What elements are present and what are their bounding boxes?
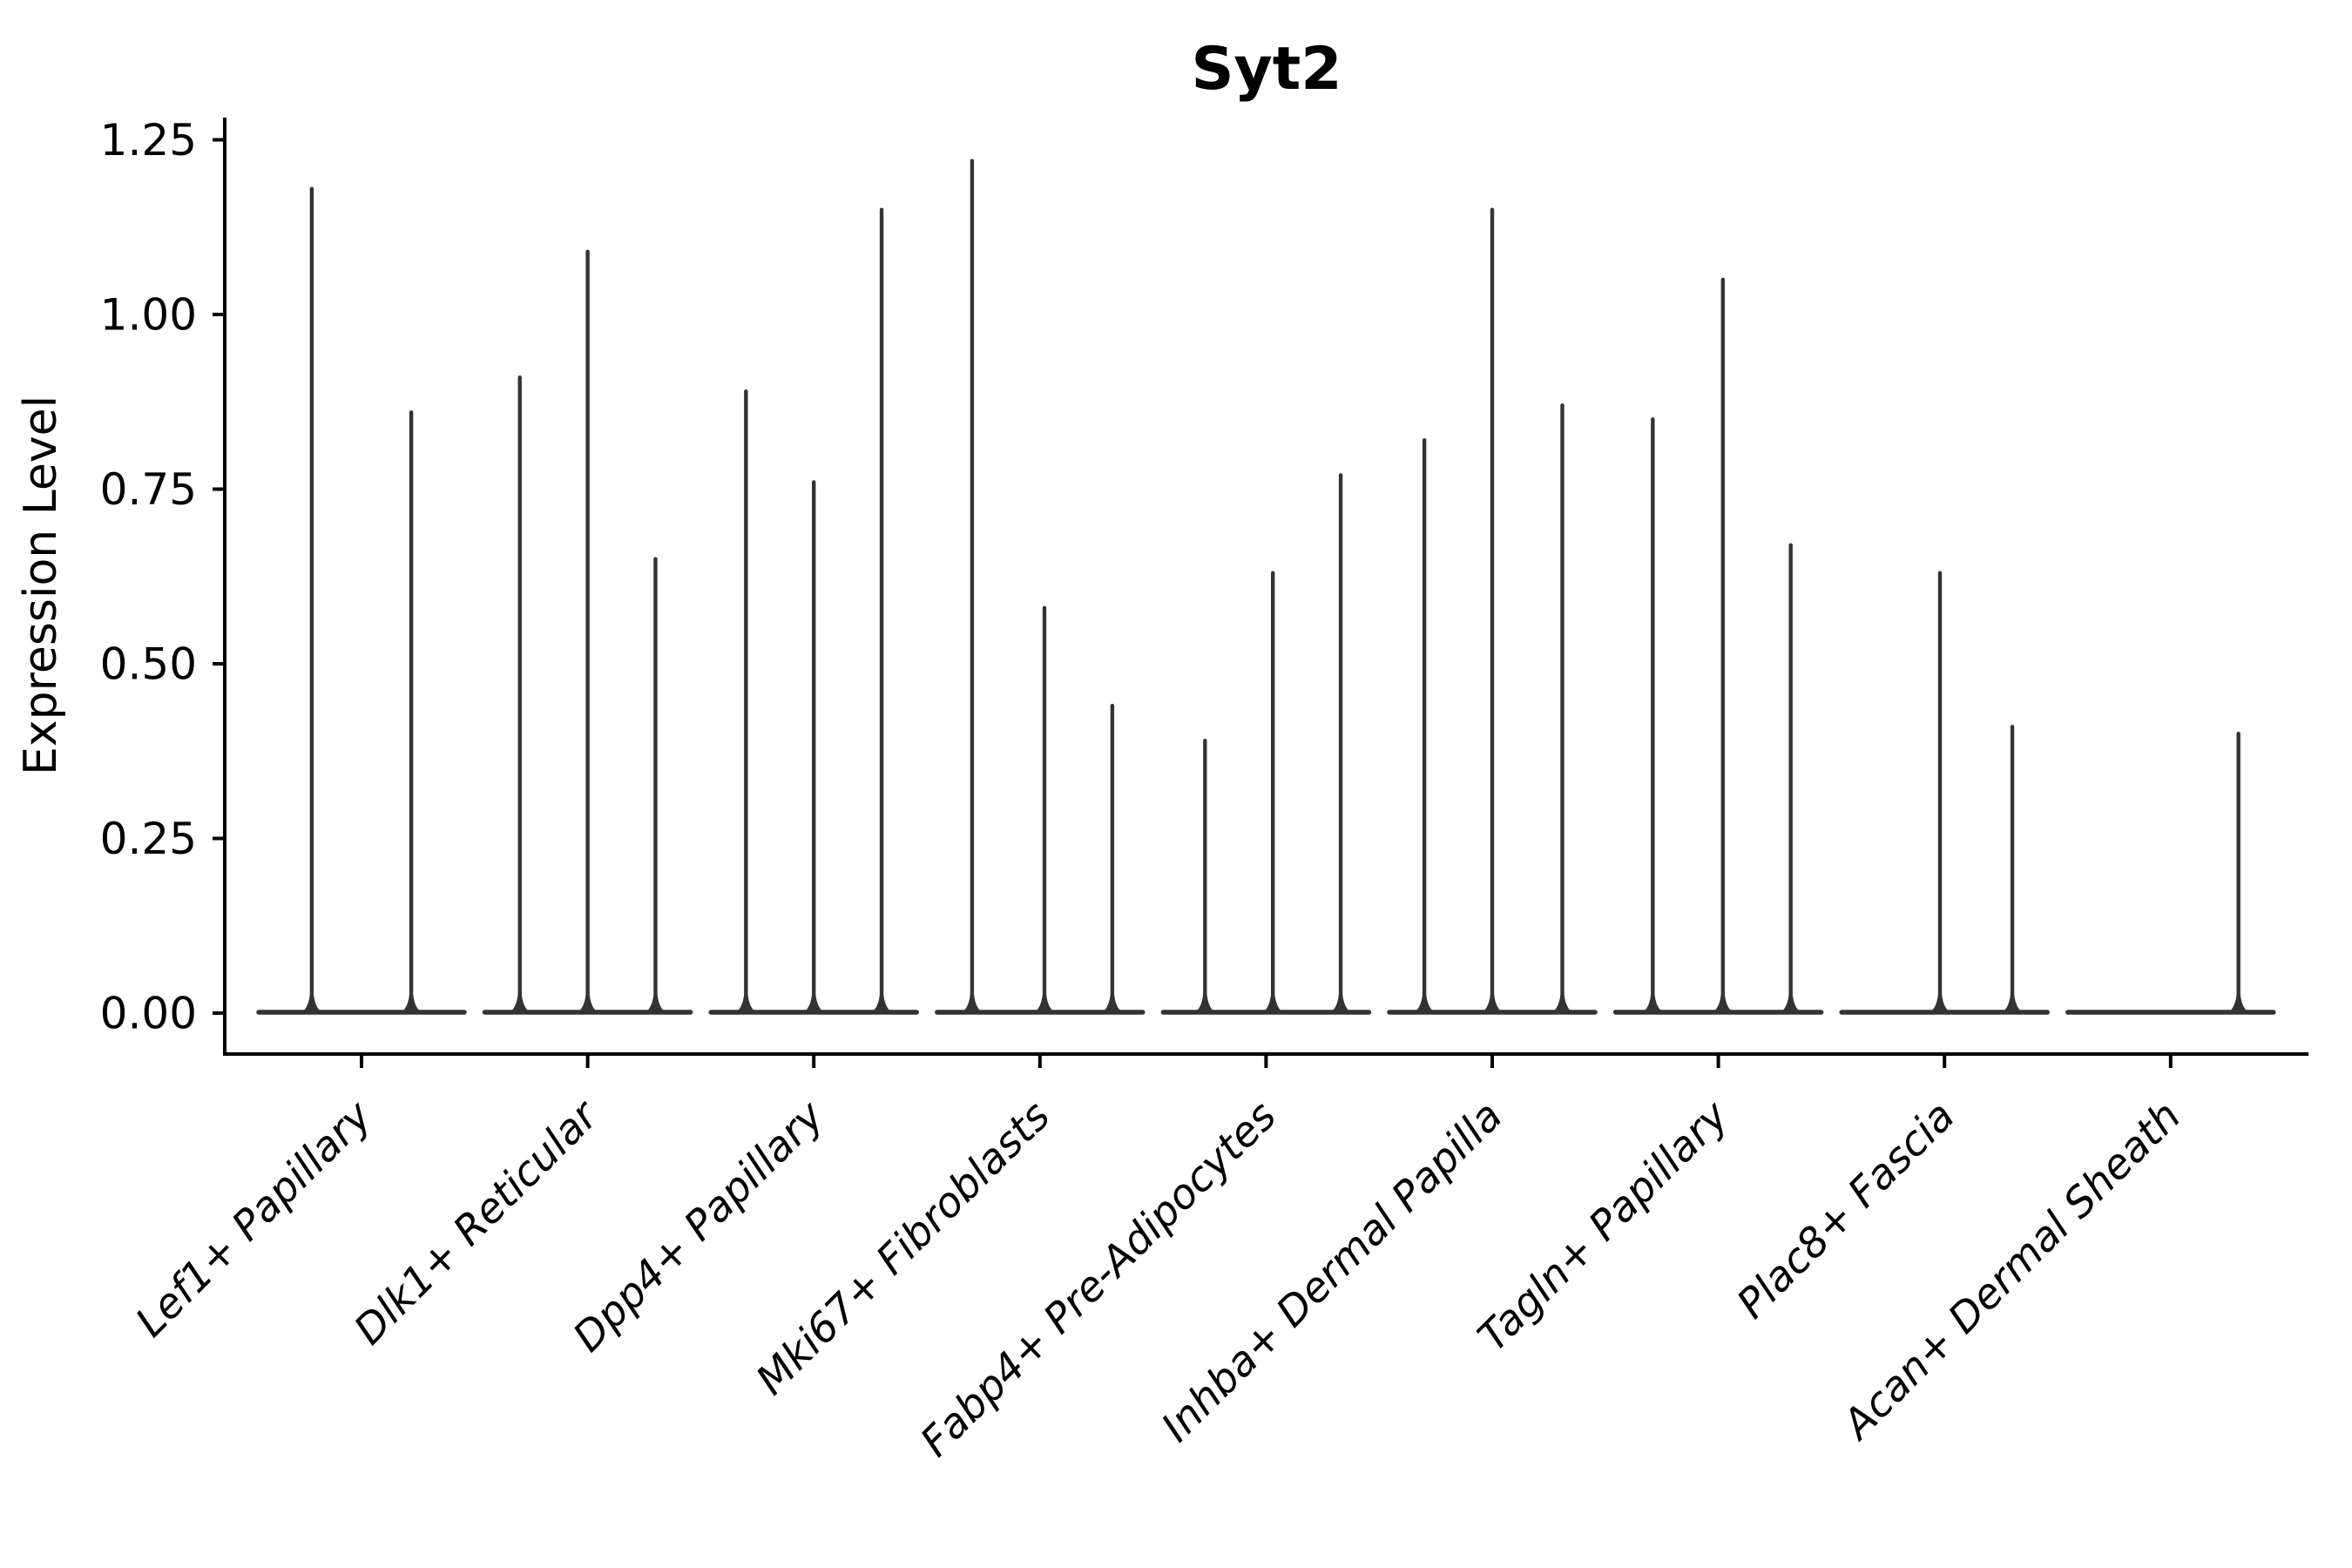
y-tick-label: 0.75 bbox=[100, 464, 197, 515]
x-tick-label: Lef1+ Papillary bbox=[126, 1092, 382, 1347]
x-tick-label: Tagln+ Papillary bbox=[1469, 1092, 1739, 1362]
violin-layer bbox=[256, 159, 2276, 1015]
y-tick-label: 0.00 bbox=[100, 989, 197, 1039]
x-tick-label: Dpp4+ Papillary bbox=[564, 1092, 835, 1362]
x-tick-label: Dlk1+ Reticular bbox=[345, 1091, 609, 1355]
y-tick-label: 1.00 bbox=[100, 290, 197, 341]
y-tick-label: 0.50 bbox=[100, 639, 197, 690]
y-axis-label: Expression Level bbox=[15, 395, 67, 775]
chart-title: Syt2 bbox=[1191, 35, 1342, 104]
x-tick-label: Plac8+ Fascia bbox=[1728, 1092, 1964, 1328]
x-tick-label: Fabp4+ Pre-Adipocytes bbox=[911, 1092, 1285, 1466]
y-tick-label: 1.25 bbox=[100, 115, 197, 166]
y-tick-label: 0.25 bbox=[100, 814, 197, 864]
